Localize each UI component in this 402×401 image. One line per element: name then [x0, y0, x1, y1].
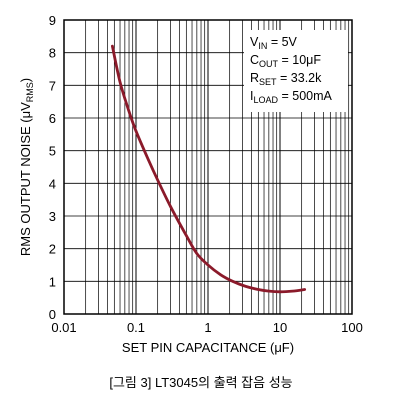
y-tick-label: 6	[49, 111, 56, 126]
y-tick-label: 2	[49, 242, 56, 257]
series-layer	[110, 44, 307, 294]
condition-label: COUT = 10μF	[250, 53, 321, 69]
figure-caption: [그림 3] LT3045의 출력 잡음 성능	[109, 375, 293, 390]
condition-label: ILOAD = 500mA	[250, 89, 333, 105]
condition-label: VIN = 5V	[250, 35, 298, 51]
x-tick-label: 1	[204, 320, 211, 335]
x-tick-label: 10	[273, 320, 287, 335]
y-tick-label: 8	[49, 46, 56, 61]
y-axis-label-main: RMS OUTPUT NOISE (μV	[18, 102, 33, 256]
ticks-layer: 0.01 0.1 1 10 100 0 1 2 3 4 5 6 7 8 9	[49, 13, 363, 335]
grid-layer	[64, 20, 352, 314]
condition-label: RSET = 33.2k	[250, 71, 322, 87]
legend-box: VIN = 5V COUT = 10μF RSET = 33.2k ILOAD = 5…	[244, 30, 348, 112]
y-tick-label: 1	[49, 274, 56, 289]
y-tick-label: 9	[49, 13, 56, 28]
x-axis-label: SET PIN CAPACITANCE (μF)	[122, 340, 294, 355]
chart-svg: 0.01 0.1 1 10 100 0 1 2 3 4 5 6 7 8 9 VIN = 5V COUT = 1…	[18, 13, 363, 355]
y-axis-label: RMS OUTPUT NOISE (μVRMS)	[18, 78, 35, 256]
y-tick-label: 0	[49, 307, 56, 322]
y-tick-label: 7	[49, 78, 56, 93]
noise-curve	[110, 44, 307, 294]
x-tick-label: 0.01	[51, 320, 76, 335]
y-tick-label: 5	[49, 144, 56, 159]
y-tick-label: 3	[49, 209, 56, 224]
x-tick-label: 0.1	[127, 320, 145, 335]
plot-frame	[63, 19, 353, 315]
x-tick-label: 100	[341, 320, 363, 335]
legend-background	[244, 30, 348, 112]
y-tick-label: 4	[49, 176, 56, 191]
y-axis-label-end: )	[18, 78, 33, 82]
y-axis-label-sub: RMS	[25, 82, 35, 102]
